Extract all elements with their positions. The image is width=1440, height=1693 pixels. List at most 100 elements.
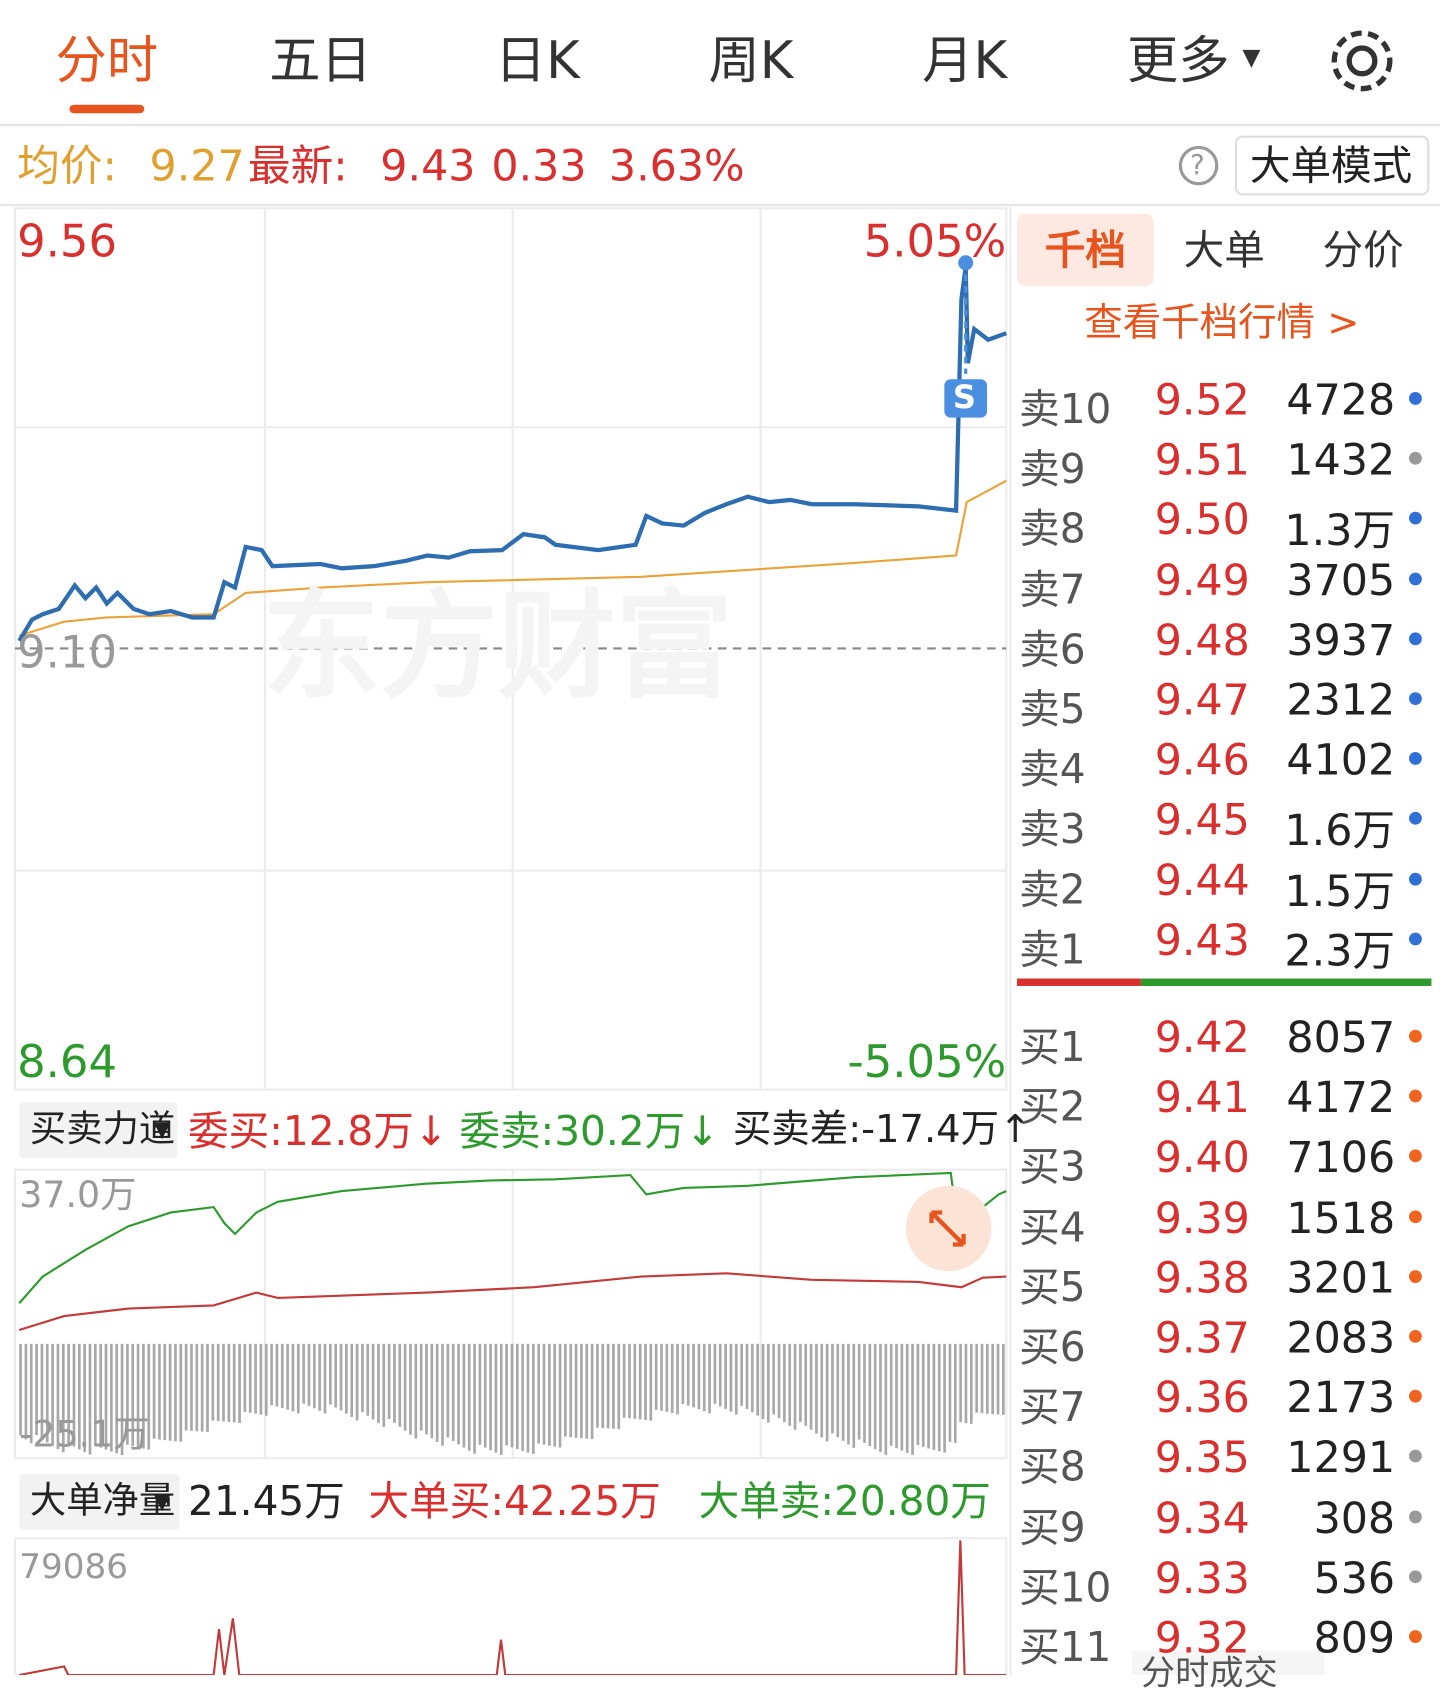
- volume: 308: [1313, 1494, 1396, 1544]
- bar: [692, 1343, 695, 1408]
- bar: [953, 1343, 957, 1443]
- book-row: 买8 9.35 1291: [1013, 1430, 1440, 1491]
- big-order-selector[interactable]: 大单净量: [29, 1479, 176, 1523]
- volume: 3937: [1286, 616, 1396, 666]
- low-pct: -5.05%: [847, 1035, 1007, 1088]
- book-tab[interactable]: 千档: [1044, 226, 1126, 274]
- status-dot: [1409, 932, 1422, 946]
- watermark: 东方财富: [262, 577, 733, 715]
- mode-button-frame: [1234, 135, 1430, 196]
- bar: [195, 1343, 199, 1432]
- status-dot: [1409, 1450, 1422, 1463]
- low-label: 8.64: [17, 1035, 117, 1088]
- book-row: 卖8 9.50 1.3万: [1013, 492, 1440, 556]
- bar: [462, 1343, 466, 1448]
- bar: [425, 1343, 428, 1435]
- bid-ask-diff: 买卖差:-17.4万↑: [732, 1107, 1032, 1152]
- mode-button[interactable]: 大单模式: [1249, 142, 1413, 190]
- bar: [788, 1343, 792, 1426]
- book-row: 买10 9.33 536: [1013, 1550, 1440, 1611]
- bar: [45, 1343, 49, 1443]
- bar: [259, 1343, 263, 1415]
- bar: [553, 1343, 557, 1447]
- volume: 2312: [1286, 676, 1396, 726]
- help-icon[interactable]: [1178, 145, 1219, 186]
- level: 卖3: [1019, 805, 1086, 853]
- bar: [847, 1343, 850, 1445]
- marker-text: S: [952, 379, 976, 417]
- tab[interactable]: 更多: [1126, 30, 1230, 91]
- bar: [948, 1343, 952, 1442]
- bar: [921, 1343, 925, 1447]
- bar: [510, 1343, 514, 1448]
- status-dot: [1409, 1389, 1422, 1403]
- price: 9.47: [1154, 676, 1250, 726]
- bar: [596, 1343, 599, 1428]
- bar: [649, 1343, 653, 1421]
- price: 9.52: [1154, 376, 1250, 426]
- bar: [152, 1343, 156, 1439]
- bar: [916, 1343, 920, 1446]
- level: 卖9: [1019, 445, 1086, 493]
- level: 买10: [1019, 1563, 1112, 1611]
- book-footer[interactable]: 分时成交: [1140, 1652, 1278, 1693]
- bar: [190, 1343, 193, 1431]
- dropdown-caret: ▼: [1242, 44, 1261, 72]
- bar: [355, 1343, 359, 1421]
- bar: [537, 1343, 541, 1444]
- bar: [499, 1343, 503, 1455]
- price: 9.50: [1154, 496, 1250, 546]
- bar: [857, 1343, 861, 1440]
- status-dot: [1409, 1510, 1422, 1523]
- bar: [483, 1343, 487, 1448]
- marker-badge[interactable]: [944, 379, 988, 418]
- bar: [900, 1343, 904, 1451]
- bar: [879, 1343, 882, 1453]
- settings-icon[interactable]: [1331, 30, 1393, 92]
- bar: [644, 1343, 647, 1421]
- bar: [419, 1343, 423, 1431]
- level: 卖1: [1019, 925, 1086, 973]
- book-tab[interactable]: 大单: [1183, 226, 1265, 274]
- expand-icon: [929, 1210, 966, 1247]
- price: 9.37: [1154, 1313, 1250, 1364]
- tab[interactable]: 周K: [708, 30, 794, 91]
- status-dot: [1409, 1209, 1422, 1223]
- status-dot: [1409, 1269, 1422, 1283]
- footer-bg: [1132, 1650, 1325, 1676]
- level: 买9: [1019, 1503, 1086, 1551]
- bar: [825, 1343, 829, 1442]
- force-selector[interactable]: 买卖力道: [29, 1107, 176, 1151]
- bar: [51, 1343, 54, 1446]
- status-dot: [1409, 1329, 1422, 1343]
- volume: 1.3万: [1284, 506, 1396, 556]
- bar: [329, 1343, 332, 1405]
- bar: [521, 1343, 524, 1451]
- tab[interactable]: 五日: [269, 30, 372, 91]
- bar: [665, 1343, 669, 1412]
- book-link[interactable]: 查看千档行情 >: [1084, 301, 1360, 346]
- book-row: 卖5 9.47 2312: [1013, 672, 1440, 733]
- tab[interactable]: 分时: [55, 30, 159, 91]
- bar: [574, 1343, 578, 1438]
- bar: [136, 1343, 140, 1448]
- book-tab[interactable]: 分价: [1322, 226, 1404, 274]
- volume: 2.3万: [1284, 927, 1396, 977]
- book-row: 卖3 9.45 1.6万: [1013, 792, 1440, 856]
- tab[interactable]: 月K: [922, 30, 1008, 91]
- bar: [836, 1343, 840, 1438]
- bar: [777, 1343, 781, 1419]
- status-dot: [1409, 512, 1422, 525]
- bar: [745, 1343, 749, 1409]
- book-row: 买9 9.34 308: [1013, 1490, 1440, 1551]
- price: 9.46: [1154, 736, 1250, 786]
- bar: [377, 1343, 380, 1424]
- bar: [841, 1343, 845, 1441]
- bar: [318, 1343, 322, 1411]
- selector-bg: [19, 1102, 178, 1158]
- status-dot: [1409, 632, 1422, 646]
- tab[interactable]: 日K: [494, 30, 580, 91]
- bar: [467, 1343, 471, 1451]
- bar: [681, 1343, 685, 1404]
- bar: [99, 1343, 103, 1448]
